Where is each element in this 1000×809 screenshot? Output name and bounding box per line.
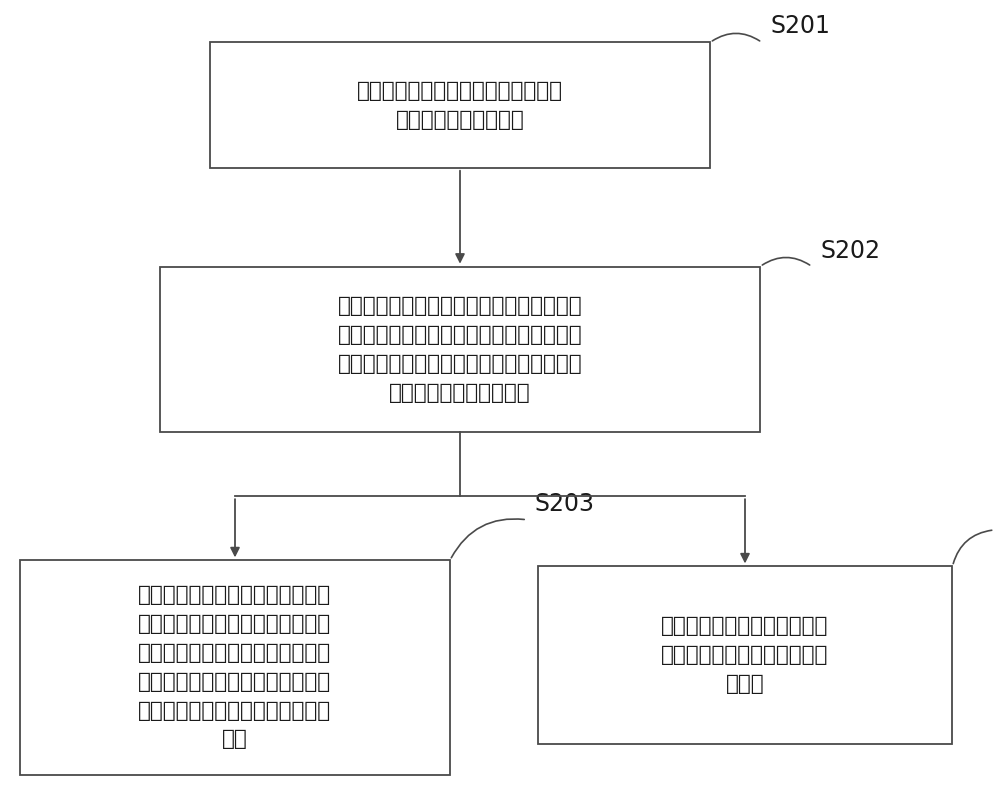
FancyBboxPatch shape	[160, 267, 760, 432]
Text: S202: S202	[820, 239, 880, 262]
Text: 在所述第一酒精浓度不小于所
述预设阈值时，禁止所述电动
车启动: 在所述第一酒精浓度不小于所 述预设阈值时，禁止所述电动 车启动	[661, 616, 829, 694]
FancyBboxPatch shape	[210, 42, 710, 168]
Text: S201: S201	[770, 15, 830, 39]
Text: S203: S203	[535, 492, 595, 516]
Text: 在所述第一酒精浓度小于预设阈值
，且通过所述一键启动模块控制所
述整车控制器、所述档位控制器和
所述高压模块均自检通过之后，通
过所述整车控制器控制所述电动车
: 在所述第一酒精浓度小于预设阈值 ，且通过所述一键启动模块控制所 述整车控制器、所…	[138, 586, 332, 749]
FancyBboxPatch shape	[538, 566, 952, 744]
Text: 获取所述电动车的车门状态信息，制
动踏板信息和档位信息: 获取所述电动车的车门状态信息，制 动踏板信息和档位信息	[357, 81, 563, 129]
FancyBboxPatch shape	[20, 561, 450, 775]
Text: 在所述车门状态信息，所述制动踏板信息和
所述档位信息满足车辆启动条件时，通过所
述酒精检测模块进行酒精检测，获取所述电
动车内部的第一酒精浓度: 在所述车门状态信息，所述制动踏板信息和 所述档位信息满足车辆启动条件时，通过所 …	[338, 296, 582, 403]
